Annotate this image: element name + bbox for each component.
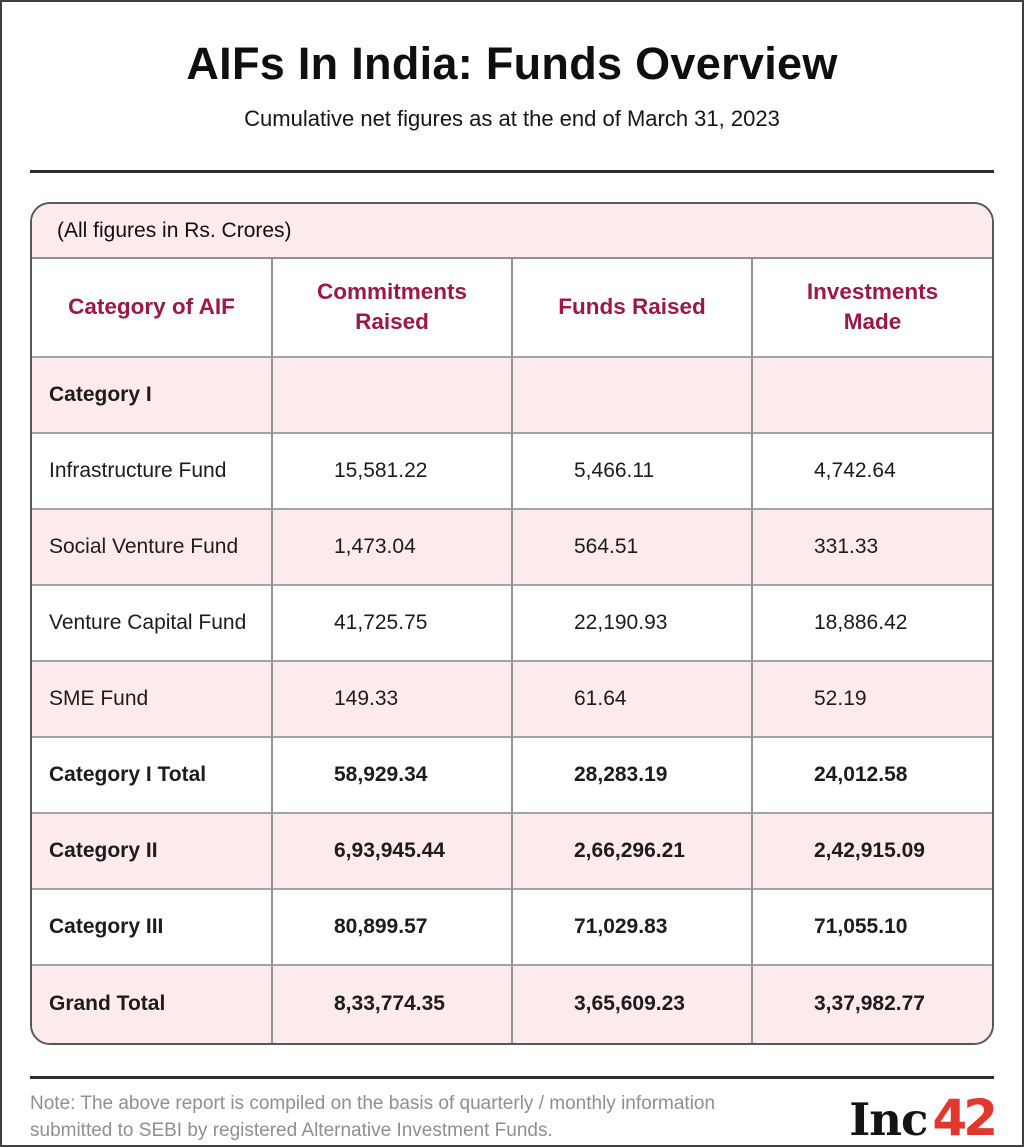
- cell-investments: 331.33: [751, 508, 992, 585]
- inc42-logo: Inc 42: [849, 1088, 998, 1147]
- cell-funds-raised: 71,029.83: [511, 888, 752, 965]
- row-label: Category II: [49, 838, 158, 862]
- cell-investments: 24,012.58: [751, 736, 992, 813]
- page-subtitle: Cumulative net figures as at the end of …: [244, 105, 780, 131]
- cell-funds-raised: 3,65,609.23: [511, 964, 752, 1043]
- cell-commitments: [271, 356, 512, 433]
- cell-commitments: 80,899.57: [271, 888, 512, 965]
- cell-funds-raised: 5,466.11: [511, 432, 752, 509]
- cell-investments: 52.19: [751, 660, 992, 737]
- row-label: Venture Capital Fund: [49, 610, 247, 634]
- units-note: (All figures in Rs. Crores): [32, 203, 992, 259]
- funds-table-card: (All figures in Rs. Crores) Category of …: [30, 201, 994, 1045]
- cell-investments: 18,886.42: [751, 584, 992, 661]
- bottom-divider: [30, 1075, 994, 1079]
- table-row-category-1-total: Category I Total 58,929.34 28,283.19 24,…: [32, 736, 992, 813]
- table-row-venture-capital-fund: Venture Capital Fund 41,725.75 22,190.93…: [32, 584, 992, 661]
- row-label: Category I Total: [49, 762, 207, 786]
- cell-investments: 4,742.64: [751, 432, 992, 509]
- header-row: Category of AIF Commitments Raised Funds…: [32, 258, 992, 357]
- cell-funds-raised: 22,190.93: [511, 584, 752, 661]
- row-label: Category III: [49, 914, 164, 938]
- table-row-grand-total: Grand Total 8,33,774.35 3,65,609.23 3,37…: [32, 964, 992, 1043]
- cell-funds-raised: [511, 356, 752, 433]
- source-note-line-2: submitted to SEBI by registered Alternat…: [30, 1119, 553, 1141]
- cell-commitments: 58,929.34: [271, 736, 512, 813]
- row-label: Social Venture Fund: [49, 534, 239, 558]
- table-row-category-1: Category I: [32, 356, 992, 433]
- cell-funds-raised: 2,66,296.21: [511, 812, 752, 889]
- source-note: Note: The above report is compiled on th…: [30, 1091, 715, 1145]
- table-row-sme-fund: SME Fund 149.33 61.64 52.19: [32, 660, 992, 737]
- inc42-logo-42: 42: [932, 1088, 998, 1147]
- top-divider: [30, 169, 994, 173]
- footer: Note: The above report is compiled on th…: [30, 1088, 998, 1147]
- table-row-infrastructure-fund: Infrastructure Fund 15,581.22 5,466.11 4…: [32, 432, 992, 509]
- column-header-category: Category of AIF: [32, 258, 272, 357]
- cell-commitments: 1,473.04: [271, 508, 512, 585]
- row-label: SME Fund: [49, 686, 149, 710]
- table-row-category-2: Category II 6,93,945.44 2,66,296.21 2,42…: [32, 812, 992, 889]
- cell-funds-raised: 564.51: [511, 508, 752, 585]
- table-row-category-3: Category III 80,899.57 71,029.83 71,055.…: [32, 888, 992, 965]
- source-note-line-1: Note: The above report is compiled on th…: [30, 1092, 716, 1114]
- cell-investments: 71,055.10: [751, 888, 992, 965]
- cell-commitments: 6,93,945.44: [271, 812, 512, 889]
- funds-table: Category of AIF Commitments Raised Funds…: [32, 258, 992, 1043]
- cell-investments: 2,42,915.09: [751, 812, 992, 889]
- row-label: Infrastructure Fund: [49, 458, 227, 482]
- row-label: Category I: [49, 382, 152, 406]
- cell-commitments: 41,725.75: [271, 584, 512, 661]
- cell-investments: 3,37,982.77: [751, 964, 992, 1043]
- cell-commitments: 15,581.22: [271, 432, 512, 509]
- inc42-logo-inc: Inc: [849, 1092, 928, 1146]
- column-header-commitments: Commitments Raised: [271, 258, 512, 357]
- table-row-social-venture-fund: Social Venture Fund 1,473.04 564.51 331.…: [32, 508, 992, 585]
- cell-investments: [751, 356, 992, 433]
- cell-funds-raised: 28,283.19: [511, 736, 752, 813]
- column-header-funds-raised: Funds Raised: [511, 258, 752, 357]
- cell-funds-raised: 61.64: [511, 660, 752, 737]
- page-title: AIFs In India: Funds Overview: [186, 38, 838, 89]
- cell-commitments: 149.33: [271, 660, 512, 737]
- row-label: Grand Total: [49, 992, 166, 1016]
- column-header-investments: Investments Made: [751, 258, 992, 357]
- cell-commitments: 8,33,774.35: [271, 964, 512, 1043]
